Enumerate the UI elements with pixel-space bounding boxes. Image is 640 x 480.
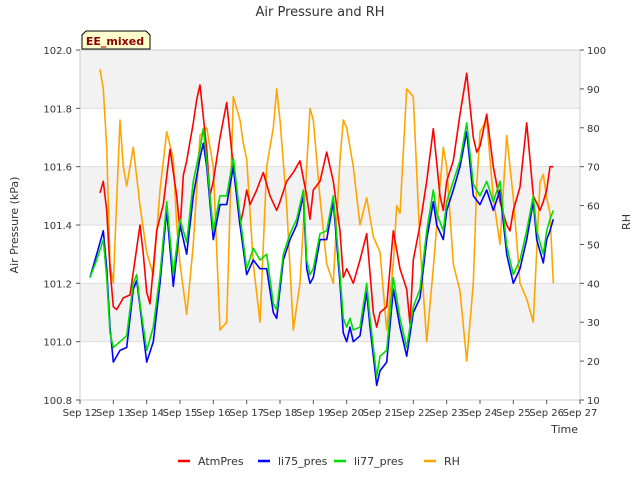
badge-label: EE_mixed [86,35,144,48]
y-left-tick-label: 100.8 [43,396,72,407]
legend-label: li77_pres [354,455,404,468]
series-line-rh [99,69,555,362]
y-left-tick-label: 102.0 [43,46,72,57]
y-axis-left-label: Air Pressure (kPa) [8,177,21,274]
x-axis-label: Time [550,423,578,436]
x-tick-label: Sep 16 [196,408,231,419]
y-left-tick-label: 101.4 [43,221,72,232]
y-right-tick-label: 20 [587,357,600,368]
y-right-tick-label: 50 [587,240,600,251]
series-line-li77-pres [89,122,555,378]
y-right-tick-label: 60 [587,202,600,213]
x-tick-label: Sep 24 [463,408,498,419]
y-right-tick-label: 40 [587,279,600,290]
legend-label: AtmPres [198,455,244,468]
x-tick-label: Sep 26 [529,408,564,419]
y-left-tick-label: 101.8 [43,104,72,115]
y-axis-right-label: RH [620,214,633,230]
background-band [80,50,580,109]
chart-title: Air Pressure and RH [255,5,384,20]
x-tick-label: Sep 12 [63,408,98,419]
legend: AtmPres li75_pres li77_pres RH [178,455,460,468]
x-tick-label: Sep 18 [263,408,298,419]
y-right-tick-label: 100 [587,46,606,57]
y-left-tick-label: 101.6 [43,163,72,174]
y-right-tick-label: 90 [587,85,600,96]
legend-label: li75_pres [278,455,328,468]
x-tick-label: Sep 27 [563,408,598,419]
background-band [80,283,580,342]
x-tick-label: Sep 21 [363,408,398,419]
badge-box [81,30,151,50]
series-line-atmpres [99,72,554,328]
y-right-tick-label: 10 [587,396,600,407]
x-tick-label: Sep 17 [229,408,264,419]
y-left-tick-label: 101.2 [43,279,72,290]
legend-label: RH [444,455,460,468]
x-tick-label: Sep 14 [129,408,164,419]
x-tick-label: Sep 13 [96,408,131,419]
y-left-tick-label: 101.0 [43,338,72,349]
x-tick-label: Sep 19 [296,408,331,419]
x-tick-label: Sep 23 [429,408,464,419]
x-tick-label: Sep 20 [329,408,364,419]
y-right-tick-label: 30 [587,318,600,329]
x-tick-label: Sep 15 [163,408,198,419]
y-right-tick-label: 80 [587,124,600,135]
badge: EE_mixed [81,30,151,50]
y-right-tick-label: 70 [587,163,600,174]
x-tick-label: Sep 22 [396,408,431,419]
x-tick-label: Sep 25 [496,408,531,419]
